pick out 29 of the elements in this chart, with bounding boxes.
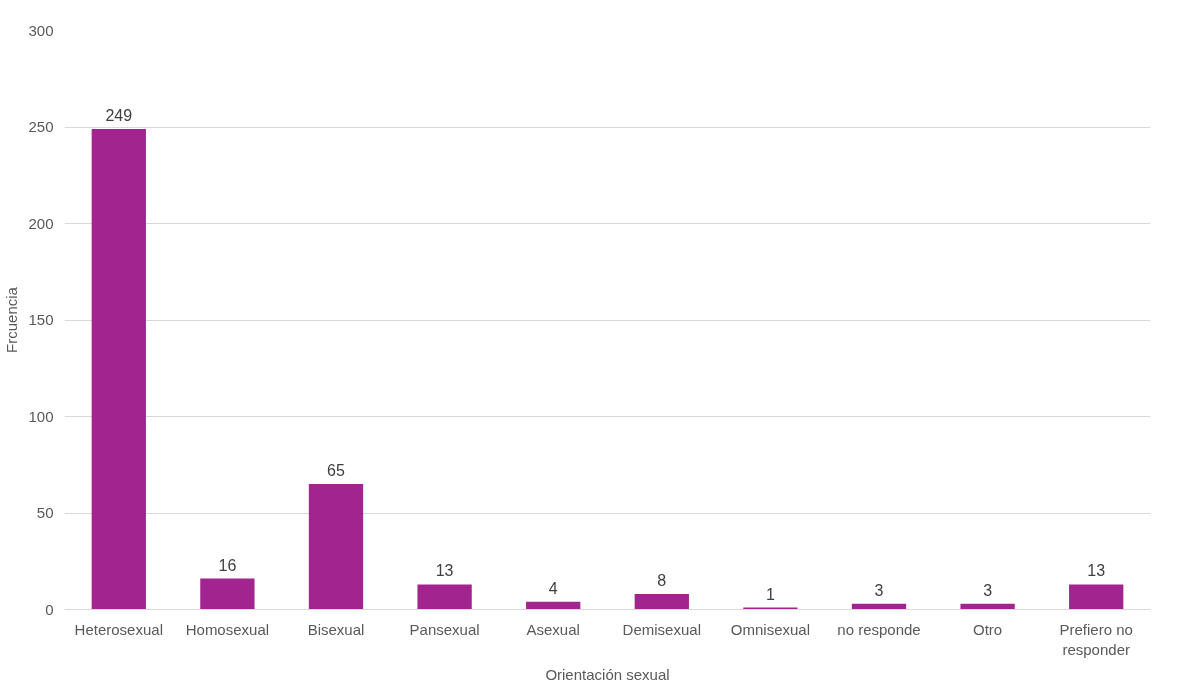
y-tick-label: 150	[28, 311, 54, 328]
data-label: 8	[657, 572, 667, 590]
x-tick-label: Prefiero no responder	[1059, 620, 1133, 658]
data-label: 16	[218, 556, 237, 574]
y-tick-label: 0	[45, 600, 54, 618]
x-tick-label: Homosexual	[185, 620, 270, 638]
x-tick-label: Asexual	[526, 620, 580, 638]
x-tick-label: Demisexual	[622, 620, 701, 638]
x-tick-label: Heterosexual	[74, 620, 163, 638]
x-tick-label: Otro	[973, 620, 1003, 638]
y-tick-label: 300	[28, 21, 54, 39]
data-label: 4	[548, 579, 558, 597]
x-tick-label: Pansexual	[409, 620, 480, 638]
y-tick-label: 250	[28, 118, 54, 135]
data-label: 3	[874, 581, 884, 599]
y-axis-title: Frcuencia	[3, 286, 21, 353]
x-tick-label: no responde	[837, 620, 921, 638]
data-label: 1	[765, 585, 775, 603]
data-label: 65	[327, 462, 345, 480]
x-tick-label: Bisexual	[307, 620, 365, 638]
data-label: 3	[983, 581, 993, 599]
data-label: 13	[435, 562, 454, 580]
y-tick-label: 50	[36, 504, 54, 521]
x-axis-title: Orientación sexual	[545, 665, 670, 683]
y-tick-label: 100	[28, 407, 54, 425]
data-label: 249	[105, 106, 133, 124]
x-tick-label: Omnisexual	[730, 620, 810, 638]
y-tick-label: 200	[28, 214, 54, 232]
data-label: 13	[1087, 562, 1106, 580]
